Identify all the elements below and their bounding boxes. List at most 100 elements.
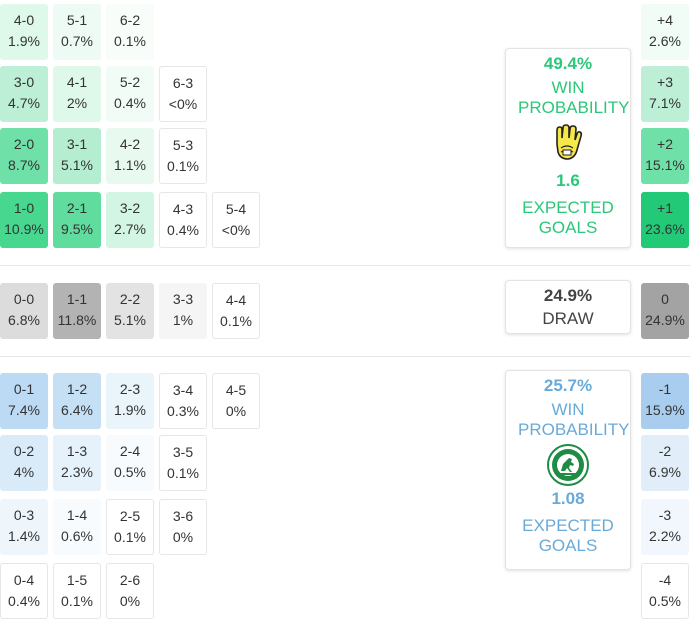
section-divider: [0, 356, 690, 357]
draw-score-cell: 1-1 11.8%: [53, 283, 101, 339]
home-score-cell: 5-3 0.1%: [159, 128, 207, 184]
margin-label: -2: [658, 443, 672, 459]
home-score-cell: 6-2 0.1%: [106, 4, 154, 60]
score-probability: 2.7%: [114, 221, 146, 237]
home-win-label: WIN PROBABILITY: [518, 78, 630, 117]
home-margin-cell: +1 23.6%: [641, 192, 689, 248]
score-probability: 0.1%: [167, 465, 199, 481]
score-probability: <0%: [221, 222, 251, 238]
score-probability: 0.1%: [167, 158, 199, 174]
score-probability: 1.4%: [8, 528, 40, 544]
score-label: 6-3: [172, 75, 194, 91]
score-probability: 0%: [119, 593, 141, 609]
home-margin-cell: +3 7.1%: [641, 66, 689, 122]
home-margin-cell: +4 2.6%: [641, 4, 689, 60]
home-score-cell: 1-0 10.9%: [0, 192, 48, 248]
away-score-cell: 1-5 0.1%: [53, 563, 101, 619]
score-label: 1-4: [66, 507, 88, 523]
home-score-cell: 3-2 2.7%: [106, 192, 154, 248]
score-label: 3-0: [13, 74, 35, 90]
score-label: 3-6: [172, 508, 194, 524]
score-label: 1-0: [13, 200, 35, 216]
draw-card: 24.9% DRAW: [505, 280, 631, 334]
score-label: 2-6: [119, 572, 141, 588]
away-win-percentage: 25.7%: [543, 376, 593, 395]
score-label: 2-0: [13, 136, 35, 152]
away-score-cell: 1-4 0.6%: [53, 499, 101, 555]
draw-score-cell: 3-3 1%: [159, 283, 207, 339]
score-label: 3-5: [172, 444, 194, 460]
away-score-cell: 4-5 0%: [212, 373, 260, 429]
margin-probability: 15.1%: [645, 157, 685, 173]
home-score-cell: 2-1 9.5%: [53, 192, 101, 248]
home-expected-goals-value: 1.6: [556, 171, 580, 190]
margin-probability: 6.9%: [649, 464, 681, 480]
yellow-glove-crest-icon: [556, 124, 583, 160]
margin-label: -4: [658, 572, 672, 588]
home-score-cell: 5-2 0.4%: [106, 66, 154, 122]
score-probability: 1.9%: [114, 402, 146, 418]
draw-score-cell: 4-4 0.1%: [212, 283, 260, 339]
home-score-cell: 5-1 0.7%: [53, 4, 101, 60]
score-probability: 2.3%: [61, 464, 93, 480]
away-score-cell: 1-2 6.4%: [53, 373, 101, 429]
score-label: 0-4: [13, 572, 35, 588]
margin-probability: 15.9%: [645, 402, 685, 418]
score-probability: 4.7%: [8, 95, 40, 111]
away-score-cell: 2-3 1.9%: [106, 373, 154, 429]
away-score-cell: 2-6 0%: [106, 563, 154, 619]
margin-label: +4: [657, 12, 673, 28]
score-label: 4-5: [225, 382, 247, 398]
score-label: 4-1: [66, 74, 88, 90]
score-probability: 0.1%: [114, 33, 146, 49]
home-win-percentage: 49.4%: [543, 54, 593, 73]
score-probability: 1.1%: [114, 157, 146, 173]
home-margin-cell: +2 15.1%: [641, 128, 689, 184]
margin-label: -3: [658, 507, 672, 523]
score-label: 1-2: [66, 381, 88, 397]
section-divider: [0, 265, 690, 266]
green-horse-crest-icon: [547, 444, 589, 486]
score-probability: 0.6%: [61, 528, 93, 544]
margin-label: +2: [657, 136, 673, 152]
score-probability: 0.4%: [167, 222, 199, 238]
score-label: 2-3: [119, 381, 141, 397]
away-win-card: 25.7% WIN PROBABILITY 1.08 EXPECTED GOAL…: [505, 370, 631, 570]
draw-score-cell: 0-0 6.8%: [0, 283, 48, 339]
score-probability: 0.4%: [8, 593, 40, 609]
away-score-cell: 0-4 0.4%: [0, 563, 48, 619]
score-probability: 1%: [172, 312, 194, 328]
score-probability: 0.1%: [220, 313, 252, 329]
score-probability: 2%: [66, 95, 88, 111]
home-score-cell: 3-0 4.7%: [0, 66, 48, 122]
score-label: 1-1: [66, 291, 88, 307]
margin-probability: 24.9%: [645, 312, 685, 328]
margin-probability: 7.1%: [649, 95, 681, 111]
away-score-cell: 2-5 0.1%: [106, 499, 154, 555]
score-probability: 9.5%: [61, 221, 93, 237]
score-label: 1-5: [66, 572, 88, 588]
home-score-cell: 4-2 1.1%: [106, 128, 154, 184]
score-probability: 0.7%: [61, 33, 93, 49]
away-score-cell: 0-3 1.4%: [0, 499, 48, 555]
margin-probability: 2.2%: [649, 528, 681, 544]
score-label: 6-2: [119, 12, 141, 28]
score-probability: 0.3%: [167, 403, 199, 419]
home-score-cell: 3-1 5.1%: [53, 128, 101, 184]
score-probability: 10.9%: [4, 221, 44, 237]
score-probability: 6.4%: [61, 402, 93, 418]
home-score-cell: 4-1 2%: [53, 66, 101, 122]
score-label: 5-3: [172, 137, 194, 153]
score-probability: 6.8%: [8, 312, 40, 328]
score-probability: 4%: [13, 464, 35, 480]
home-expected-goals-label: EXPECTED GOALS: [522, 198, 614, 237]
home-score-cell: 4-3 0.4%: [159, 192, 207, 248]
draw-margin-cell: 0 24.9%: [641, 283, 689, 339]
margin-probability: 23.6%: [645, 221, 685, 237]
home-score-cell: 4-0 1.9%: [0, 4, 48, 60]
away-score-cell: 1-3 2.3%: [53, 435, 101, 491]
away-score-cell: 3-5 0.1%: [159, 435, 207, 491]
score-label: 0-1: [13, 381, 35, 397]
margin-label: +3: [657, 74, 673, 90]
score-probability: 0%: [172, 529, 194, 545]
